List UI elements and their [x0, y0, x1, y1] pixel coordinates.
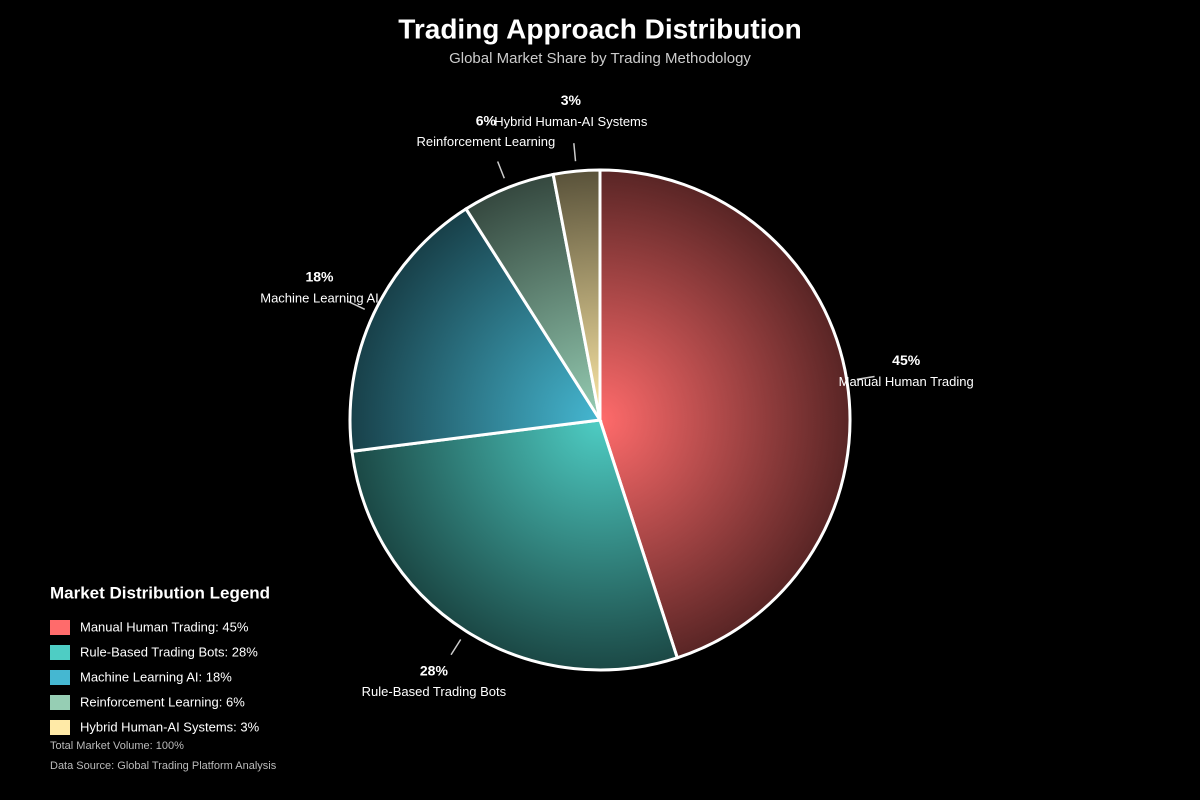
- slice-category-label: Machine Learning AI: [260, 290, 379, 305]
- slice-value-label: 28%: [420, 662, 449, 678]
- pie-slice: [598, 168, 852, 660]
- legend-label: Hybrid Human-AI Systems: 3%: [80, 719, 260, 734]
- legend-swatch: [50, 645, 70, 660]
- leader-line: [573, 143, 577, 162]
- legend-swatch: [50, 620, 70, 635]
- pie-slice: [348, 206, 603, 454]
- pie-slice: [551, 168, 602, 421]
- pie-slice: [350, 418, 680, 672]
- slice-category-label: Manual Human Trading: [839, 374, 974, 389]
- chart-title: Trading Approach Distribution: [398, 13, 801, 44]
- slice-value-label: 18%: [305, 269, 334, 285]
- leader-line: [856, 375, 875, 381]
- footnote: Total Market Volume: 100%: [50, 740, 184, 752]
- leader-line: [450, 639, 462, 656]
- legend-swatch: [50, 670, 70, 685]
- slice-value-label: 3%: [561, 92, 582, 108]
- slice-category-label: Reinforcement Learning: [417, 134, 556, 149]
- leader-line: [496, 161, 505, 179]
- slice-value-label: 45%: [892, 352, 921, 368]
- footnote: Data Source: Global Trading Platform Ana…: [50, 760, 277, 772]
- legend-swatch: [50, 720, 70, 735]
- legend-label: Reinforcement Learning: 6%: [80, 694, 245, 709]
- slice-category-label: Hybrid Human-AI Systems: [494, 114, 648, 129]
- legend-label: Rule-Based Trading Bots: 28%: [80, 644, 258, 659]
- legend-label: Manual Human Trading: 45%: [80, 619, 249, 634]
- slice-value-label: 6%: [476, 112, 497, 128]
- legend-swatch: [50, 695, 70, 710]
- legend-label: Machine Learning AI: 18%: [80, 669, 232, 684]
- legend-title: Market Distribution Legend: [50, 583, 270, 602]
- leader-line: [348, 300, 366, 310]
- slice-category-label: Rule-Based Trading Bots: [362, 684, 507, 699]
- chart-subtitle: Global Market Share by Trading Methodolo…: [449, 50, 751, 67]
